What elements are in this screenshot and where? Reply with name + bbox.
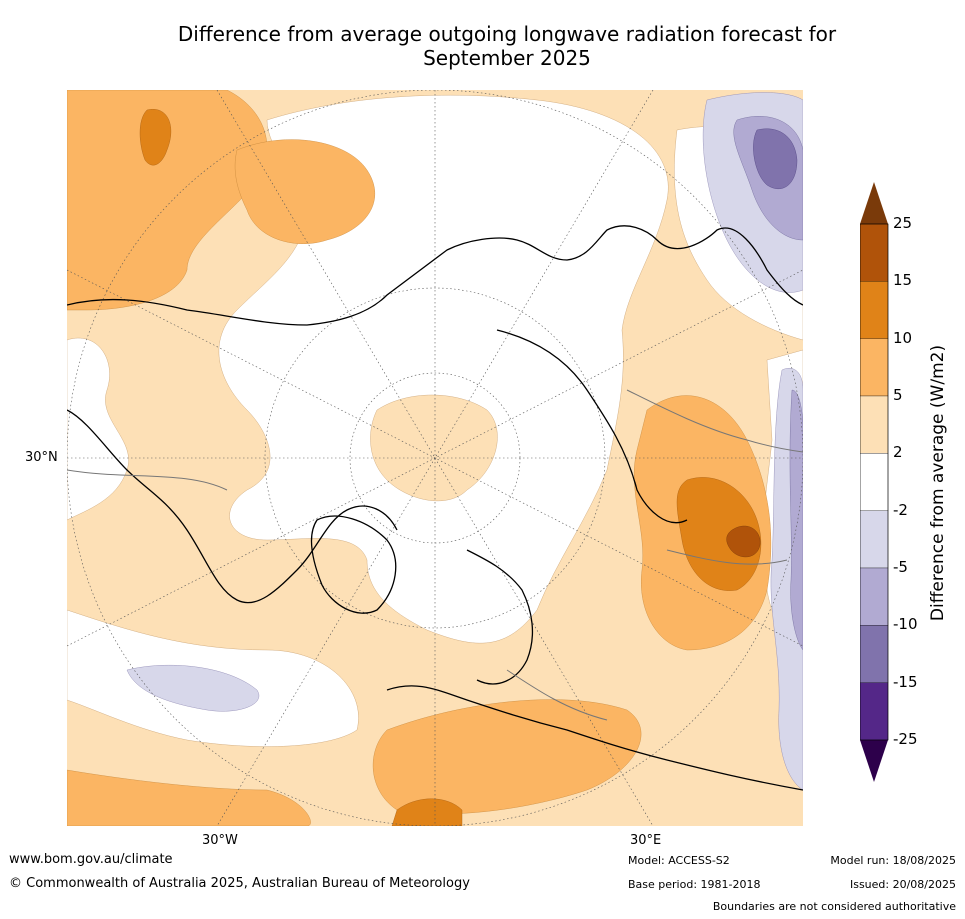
colorbar-tick-label: -25 [893, 730, 918, 748]
coastline-north-america [67, 225, 803, 326]
anomaly-region-pacific-5-10 [67, 90, 268, 311]
colorbar-border [860, 223, 889, 741]
colorbar-band [860, 338, 889, 397]
coastlines [67, 225, 803, 791]
colorbar [860, 182, 889, 782]
anomaly-region-east-5-10-negative [789, 389, 803, 651]
colorbar-tick-label: -5 [893, 558, 908, 576]
colorbar-title: Difference from average (W/m2) [928, 344, 948, 622]
coastline-greenland [310, 515, 397, 614]
footer-disclaimer: Boundaries are not considered authoritat… [712, 900, 956, 913]
coastline-alaska-siberia [67, 409, 398, 604]
footer-copyright: © Commonwealth of Australia 2025, Austra… [9, 876, 470, 891]
anomaly-region-atlantic-negative [126, 664, 260, 712]
meridian-60e [67, 269, 803, 647]
boundary-russia-kazakhstan [626, 389, 803, 453]
colorbar-steps [860, 223, 889, 741]
coastline-asia-north [496, 329, 688, 524]
colorbar-arrow-high [860, 182, 888, 224]
colorbar-band [860, 625, 889, 683]
anomaly-region-europe-5-10 [372, 699, 642, 815]
anomaly-region-pacific-10-15 [139, 109, 172, 166]
footer-url[interactable]: www.bom.gov.au/climate [9, 852, 173, 867]
colorbar-tick-label: 2 [893, 443, 903, 462]
footer-base-period: Base period: 1981-2018 [628, 878, 761, 891]
map-title-line-1: Difference from average outgoing longwav… [177, 22, 837, 46]
anomaly-region-northeast-pacific-10-15-negative [753, 128, 798, 190]
anomaly-region-asia-10-15 [676, 477, 762, 591]
footer-model: Model: ACCESS-S2 [628, 854, 730, 867]
anomaly-region-arctic-2-5 [370, 394, 498, 502]
polar-map [67, 90, 803, 826]
longitude-label-30w: 30°W [202, 833, 238, 848]
boundary-russia-china [666, 549, 788, 565]
meridian-30e [216, 90, 654, 826]
boundary-europe [506, 669, 608, 721]
colorbar-tick-label: 15 [893, 271, 913, 290]
colorbar-band [860, 223, 889, 282]
colorbar-band [860, 682, 889, 741]
colorbar-tick-label: 25 [893, 214, 913, 232]
colorbar-tick-label: 10 [893, 328, 913, 347]
colorbar-band [860, 510, 889, 569]
footer-model-run: Model run: 18/08/2025 [830, 854, 956, 867]
colorbar-tick-label: -15 [893, 672, 918, 691]
country-boundaries [67, 389, 803, 721]
boundary-canada-usa [67, 469, 228, 491]
anomaly-region-asia-15-25 [726, 525, 761, 558]
colorbar-band [860, 395, 889, 454]
colorbar-tick-label: 5 [893, 386, 903, 404]
anomaly-region-mediterranean-10-15 [391, 798, 463, 826]
colorbar-band [860, 281, 889, 339]
colorbar-tick-label: -10 [893, 615, 918, 634]
coastline-scandinavia [466, 549, 534, 685]
anomaly-region-pacific-south-5-10 [67, 769, 311, 826]
colorbar-arrow-low [860, 740, 888, 782]
longitude-label-30e: 30°E [630, 833, 662, 848]
meridian-30w [216, 90, 654, 826]
footer-issued: Issued: 20/08/2025 [849, 878, 956, 891]
colorbar-band [860, 453, 889, 511]
colorbar-tick-label: -2 [893, 500, 908, 519]
anomaly-region-north-pacific-5-10 [234, 139, 376, 244]
map-title-line-2: September 2025 [423, 46, 591, 70]
latitude-label-30n: 30°N [25, 450, 58, 465]
latitude-circle-45 [264, 287, 606, 629]
polar-map-svg [67, 90, 803, 826]
map-title: Difference from average outgoing longwav… [66, 22, 948, 70]
colorbar-band [860, 567, 889, 626]
graticule [67, 90, 803, 826]
coastline-europe [386, 685, 803, 791]
